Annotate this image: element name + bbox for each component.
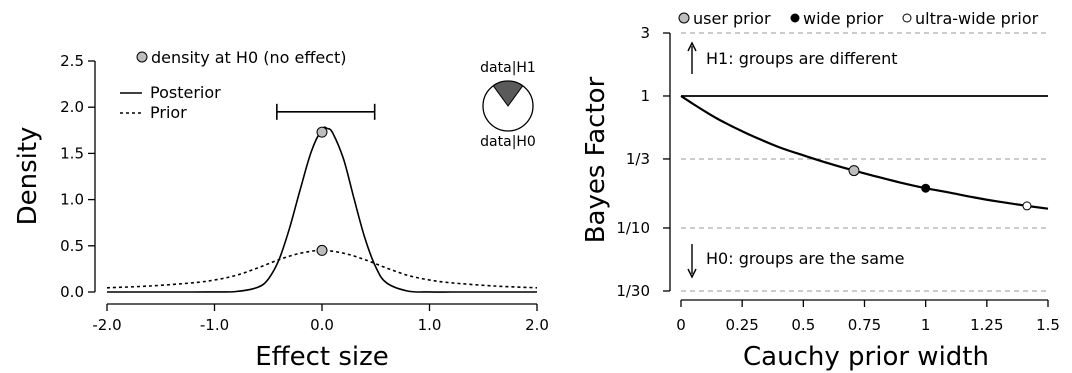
left-y-tick-label: 0.5	[60, 237, 84, 255]
right-gridlines	[681, 32, 1048, 292]
prior-curve	[106, 249, 538, 289]
wide-prior-point	[921, 183, 931, 193]
left-x-ticks: -2.0 -1.0 0.0 1.0 2.0	[92, 304, 549, 334]
right-y-ticks: 1/30 1/10 1/3 1 3	[616, 24, 670, 300]
right-y-axis-title: Bayes Factor	[581, 76, 611, 243]
pie-bottom-label: data|H0	[480, 134, 536, 150]
left-y-tick-label: 2.0	[60, 98, 84, 116]
left-y-tick-label: 0.0	[60, 283, 84, 301]
h0-annotation-text: H0: groups are the same	[706, 249, 904, 268]
right-series	[680, 95, 1049, 210]
right-y-tick-label: 1	[640, 87, 650, 105]
left-series	[106, 126, 538, 293]
legend-user-prior-label: user prior	[693, 9, 771, 28]
evidence-pie: data|H1 data|H0	[480, 60, 536, 150]
left-y-axis-title: Density	[13, 127, 43, 226]
right-x-axis-title: Cauchy prior width	[743, 342, 989, 372]
down-arrowhead-icon	[687, 268, 697, 279]
h1-annotation-text: H1: groups are different	[706, 49, 898, 68]
right-x-tick-label: 0.25	[725, 316, 758, 334]
right-x-tick-label: 0.5	[791, 316, 815, 334]
left-points	[316, 126, 328, 256]
right-x-ticks: 0 0.25 0.5 0.75 1 1.25 1.5	[676, 300, 1060, 334]
right-x-tick-label: 1.5	[1036, 316, 1060, 334]
legend-user-prior-marker	[678, 12, 690, 24]
legend-ultra-wide-prior-label: ultra-wide prior	[915, 9, 1039, 28]
right-y-tick-label: 1/30	[616, 282, 650, 300]
h1-annotation: H1: groups are different	[687, 41, 898, 74]
legend-prior-label: Prior	[150, 103, 187, 122]
left-x-tick-label: 1.0	[418, 316, 442, 334]
right-y-tick-label: 3	[640, 24, 650, 42]
right-x-tick-label: 1	[921, 316, 931, 334]
left-y-tick-label: 1.0	[60, 191, 84, 209]
left-y-ticks: 0.0 0.5 1.0 1.5 2.0 2.5	[60, 52, 95, 301]
pie-h1-wedge	[492, 80, 524, 107]
left-legend: density at H0 (no effect) Posterior Prio…	[120, 48, 347, 122]
posterior-curve	[107, 126, 537, 293]
right-x-tick-label: 0.75	[848, 316, 881, 334]
left-y-tick-label: 2.5	[60, 52, 84, 70]
right-legend: user prior wide prior ultra-wide prior	[678, 9, 1039, 28]
legend-wide-prior-marker	[790, 13, 800, 23]
right-points	[848, 165, 1032, 211]
legend-wide-prior-label: wide prior	[803, 9, 884, 28]
legend-point-label: density at H0 (no effect)	[151, 48, 347, 67]
left-y-tick-label: 1.5	[60, 144, 84, 162]
user-prior-point	[848, 165, 860, 177]
right-x-tick-label: 0	[676, 316, 686, 334]
credible-interval	[276, 103, 376, 120]
density-at-h0-point	[316, 244, 328, 256]
legend-posterior-label: Posterior	[150, 83, 221, 102]
density-panel: 0.0 0.5 1.0 1.5 2.0 2.5 -2.0 -1.0 0.0 1.0 2.0 Eff…	[13, 48, 549, 372]
h0-annotation: H0: groups are the same	[687, 244, 904, 279]
up-arrowhead-icon	[687, 41, 697, 52]
left-x-tick-label: -1.0	[200, 316, 229, 334]
right-y-tick-label: 1/10	[616, 219, 650, 237]
left-x-axis-title: Effect size	[255, 342, 389, 372]
left-x-tick-label: -2.0	[92, 316, 121, 334]
right-x-tick-label: 1.25	[970, 316, 1003, 334]
left-x-tick-label: 0.0	[310, 316, 334, 334]
density-at-h0-point	[316, 126, 328, 138]
legend-ultra-wide-prior-marker	[902, 13, 912, 23]
bayes-factor-curve	[680, 95, 1049, 210]
legend-point-marker	[136, 51, 148, 63]
ultra-wide-prior-point	[1022, 201, 1032, 211]
bayes-factor-panel: 1/30 1/10 1/3 1 3 0 0.25 0.5 0.75 1 1.25 1.5 Cauch…	[581, 9, 1060, 372]
right-y-tick-label: 1/3	[626, 150, 650, 168]
left-x-tick-label: 2.0	[525, 316, 549, 334]
pie-top-label: data|H1	[480, 60, 536, 76]
